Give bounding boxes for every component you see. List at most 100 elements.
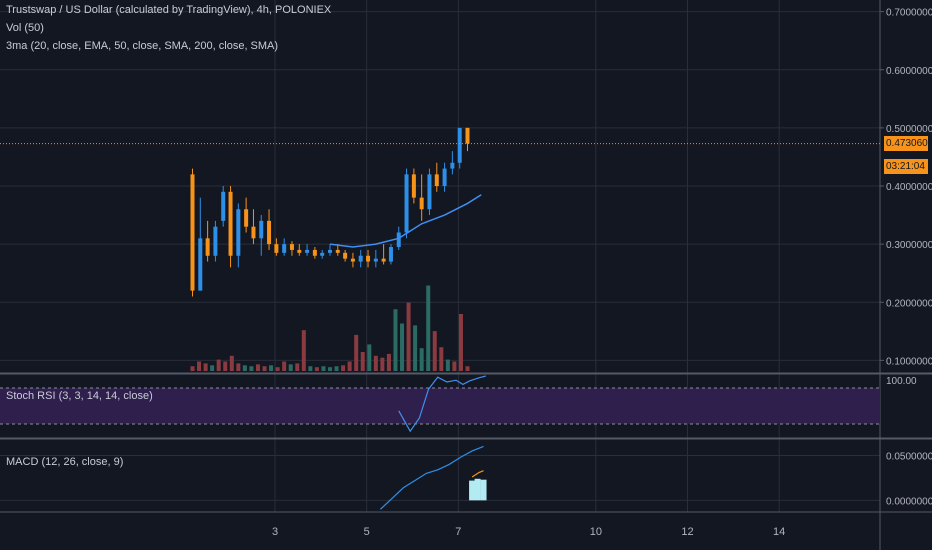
candle-body bbox=[381, 258, 386, 262]
candle-body bbox=[419, 197, 424, 210]
volume-bar bbox=[203, 363, 208, 371]
candle-body bbox=[335, 249, 340, 253]
candle-body bbox=[434, 174, 439, 186]
volume-bar bbox=[400, 323, 405, 371]
moving-average-legend[interactable]: 3ma (20, close, EMA, 50, close, SMA, 200… bbox=[6, 40, 279, 52]
volume-bar bbox=[314, 367, 319, 371]
volume-bar bbox=[223, 361, 228, 371]
macd-histogram-bar bbox=[474, 478, 481, 501]
volume-legend[interactable]: Vol (50) bbox=[6, 22, 44, 34]
volume-bar bbox=[216, 359, 221, 371]
candle-body bbox=[328, 249, 332, 253]
macd-axis-tick-label: 0.00000000 bbox=[886, 496, 932, 507]
volume-bar bbox=[347, 361, 352, 371]
volume-bar bbox=[458, 314, 463, 371]
volume-bar bbox=[288, 364, 293, 371]
volume-bar bbox=[373, 355, 378, 371]
volume-bar bbox=[275, 367, 280, 371]
volume-bar bbox=[393, 309, 398, 371]
volume-bar bbox=[354, 334, 359, 371]
volume-bar bbox=[229, 355, 234, 371]
price-axis-tick-label: 0.10000000 bbox=[886, 356, 932, 367]
volume-bar bbox=[445, 359, 450, 371]
volume-bar bbox=[328, 367, 332, 371]
last-price-tag: 0.47306073 bbox=[884, 136, 932, 151]
candle-body bbox=[251, 226, 256, 239]
bar-countdown-tag: 03:21:04 bbox=[884, 159, 928, 174]
candle-body bbox=[297, 249, 302, 253]
time-axis-tick-label: 10 bbox=[590, 526, 602, 538]
candle-body bbox=[450, 162, 455, 169]
candle-body bbox=[350, 258, 355, 262]
volume-bar bbox=[360, 352, 365, 371]
volume-bar bbox=[465, 366, 470, 371]
volume-bar bbox=[190, 366, 195, 371]
volume-bar bbox=[262, 366, 267, 371]
candle-body bbox=[465, 127, 470, 144]
candle-body bbox=[305, 249, 310, 253]
volume-bar bbox=[321, 366, 326, 371]
candle-body bbox=[228, 191, 233, 256]
volume-bar bbox=[334, 366, 339, 371]
volume-bar bbox=[197, 361, 202, 371]
macd-legend[interactable]: MACD (12, 26, close, 9) bbox=[6, 456, 124, 468]
volume-bar bbox=[242, 365, 247, 371]
volume-bar bbox=[341, 365, 346, 371]
volume-bar bbox=[367, 344, 372, 371]
candle-body bbox=[244, 209, 249, 227]
stoch-rsi-legend[interactable]: Stoch RSI (3, 3, 14, 14, close) bbox=[6, 390, 153, 402]
volume-bar bbox=[236, 363, 241, 371]
stoch-rsi-axis-tick-label: 100.00 bbox=[886, 376, 917, 387]
candle-body bbox=[366, 255, 371, 262]
macd-line bbox=[380, 445, 484, 510]
volume-bar bbox=[301, 330, 306, 371]
volume-bar bbox=[413, 325, 418, 371]
candle-body bbox=[457, 127, 462, 163]
time-axis-tick-label: 3 bbox=[272, 526, 278, 538]
candle-body bbox=[411, 174, 416, 198]
macd-signal-line bbox=[471, 470, 484, 478]
volume-bar bbox=[439, 347, 444, 371]
stoch-rsi-line bbox=[398, 375, 486, 433]
volume-bar bbox=[308, 366, 313, 371]
candle-body bbox=[427, 174, 432, 210]
time-axis-tick-label: 7 bbox=[455, 526, 461, 538]
volume-bar bbox=[295, 363, 300, 371]
volume-bar bbox=[380, 357, 385, 371]
candle-body bbox=[221, 191, 226, 221]
candle-body bbox=[289, 244, 294, 250]
volume-bar bbox=[210, 365, 215, 371]
candle-body bbox=[259, 220, 264, 239]
time-axis-tick-label: 14 bbox=[773, 526, 785, 538]
candle-body bbox=[205, 238, 210, 256]
candle-body bbox=[404, 174, 409, 233]
candle-body bbox=[213, 226, 218, 256]
candle-body bbox=[320, 252, 325, 256]
candle-body bbox=[343, 252, 348, 259]
volume-bar bbox=[406, 302, 411, 371]
chart-title: Trustswap / US Dollar (calculated by Tra… bbox=[6, 4, 332, 16]
time-axis-tick-label: 5 bbox=[364, 526, 370, 538]
volume-bar bbox=[452, 361, 457, 371]
candle-body bbox=[442, 168, 447, 186]
volume-bar bbox=[282, 361, 287, 371]
stoch-rsi-band bbox=[0, 388, 880, 424]
candle-body bbox=[388, 247, 393, 262]
candle-body bbox=[190, 174, 195, 291]
volume-bar bbox=[269, 365, 274, 371]
volume-bar bbox=[432, 331, 437, 371]
candle-body bbox=[236, 209, 241, 256]
volume-bar bbox=[419, 348, 424, 371]
candle-body bbox=[267, 220, 272, 245]
macd-histogram-bar bbox=[469, 480, 476, 501]
candle-body bbox=[396, 232, 401, 248]
time-axis-tick-label: 12 bbox=[681, 526, 693, 538]
